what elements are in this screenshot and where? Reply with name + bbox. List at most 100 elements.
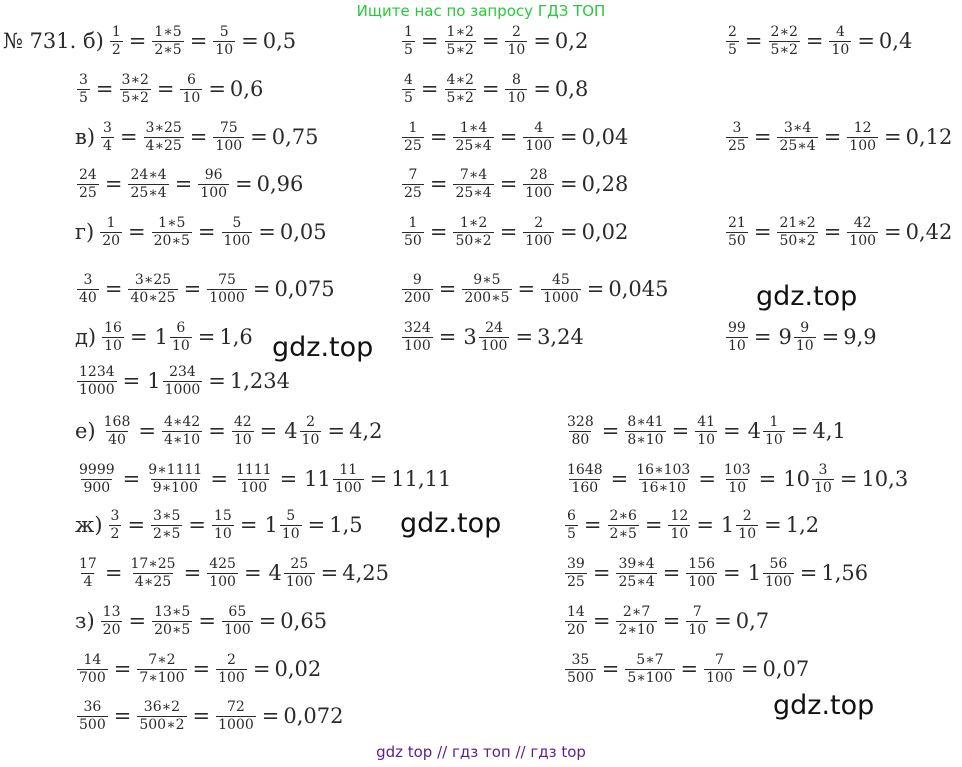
fraction: 75 1000 [207,273,247,305]
equals-sign: = [208,76,226,101]
fraction: 3∗4 25∗4 [777,121,818,154]
fraction: 1 50 [402,216,424,248]
equation-line: № 731. б) 1 2 = 1∗5 2∗5 = 5 10 = 0,5 [3,25,296,57]
whole-part: 10 [783,466,810,491]
denominator: 80 [569,430,592,448]
equation-line: 7 25 = 7∗4 25∗4 = 28 100 = 0,28 [400,168,628,200]
numerator: 24 [485,320,503,336]
numerator: 39 [567,556,585,572]
equals-sign: = [104,171,123,196]
fraction: 9999 900 [77,463,117,495]
denominator: 2∗5 [151,524,183,542]
watermark: gdz.top [773,690,875,721]
equals-sign: = [515,324,534,349]
fraction: 65 100 [221,605,253,637]
denominator: 10 [668,524,691,542]
numerator: 1234 [79,364,115,380]
numerator: 96 [204,167,223,183]
numerator: 12 [853,120,872,136]
decimal-result: 0,072 [283,703,344,728]
numerator: 4∗42 [163,414,201,430]
numerator: 17∗25 [130,556,176,572]
denominator: 10 [299,430,322,448]
denominator: 50 [402,231,424,249]
equals-sign: = [586,276,605,301]
numerator: 12 [670,508,689,524]
fraction: 9 10 [793,321,816,353]
equation-line: 3 25 = 3∗4 25∗4 = 12 100 = 0,12 [724,121,952,153]
denominator: 25∗4 [777,136,818,154]
equals-sign: = [805,28,824,53]
fraction: 5∗7 5∗100 [625,653,675,685]
denominator: 100 [198,183,230,201]
denominator: 5 [726,40,739,58]
denominator: 2 [108,524,122,542]
equals-sign: = [429,171,448,196]
denominator: 5∗2 [119,88,151,106]
equals-sign: = [197,219,216,244]
numerator: 36 [83,699,102,715]
denominator: 40 [106,430,128,448]
numerator: 2∗2 [770,24,798,40]
denominator: 10 [686,620,709,638]
equation-line: 35 500 = 5∗7 5∗100 = 7 100 = 0,07 [563,653,809,685]
denominator: 1000 [207,288,247,306]
equals-sign: = [857,28,875,53]
fraction: 75 100 [213,121,245,153]
decimal-result: 0,65 [280,608,328,633]
denominator: 10 [695,430,718,448]
fraction: 99 10 [726,321,748,353]
denominator: 100 [686,572,718,590]
equation-line: 328 80 = 8∗41 8∗10 = 41 10 = 4 1 10 = 4,1 [563,415,846,447]
equals-sign: = [592,560,611,585]
denominator: 100 [478,336,510,354]
denominator: 8∗10 [625,430,666,448]
numerator: 13 [102,604,121,620]
fraction: 35 500 [565,653,596,685]
equation-line: 6 5 = 2∗6 2∗5 = 12 10 = 1 2 10 = 1,2 [563,509,819,541]
fraction: 324 100 [402,321,433,353]
equals-sign: = [662,608,681,633]
equation-line: 24 25 = 24∗4 25∗4 = 96 100 = 0,96 [75,168,303,200]
fraction: 2 10 [505,25,528,57]
equals-sign: = [790,418,809,443]
numerator: 3 [79,72,88,88]
equation-line: 1 5 = 1∗2 5∗2 = 2 10 = 0,2 [400,25,588,57]
decimal-result: 0,6 [229,76,264,101]
numerator: 4 [835,24,845,40]
equals-sign: = [258,608,277,633]
denominator: 1000 [541,288,581,306]
equals-sign: = [758,466,777,491]
decimal-result: 0,96 [256,171,304,196]
equals-sign: = [119,124,138,149]
search-banner: Ищите нас по запросу ГДЗ ТОП [356,2,606,20]
fraction: 8∗41 8∗10 [625,415,666,448]
equals-sign: = [104,276,123,301]
numerator: 36∗2 [143,699,181,715]
equals-sign: = [823,219,842,244]
fraction: 39∗4 25∗4 [616,557,657,589]
equation-line: 14 700 = 7∗2 7∗100 = 2 100 = 0,02 [75,653,321,685]
denominator: 5∗2 [444,40,476,58]
equals-sign: = [438,324,457,349]
fraction: 36∗2 500∗2 [137,699,187,732]
denominator: 25∗4 [453,136,494,154]
denominator: 50∗2 [777,231,818,249]
item-label: з) [75,608,95,633]
equals-sign: = [420,76,439,101]
fraction: 2 100 [216,653,247,685]
numerator: 14 [83,652,102,668]
fraction: 39 25 [565,557,587,589]
numerator: 25 [290,556,309,572]
whole-part: 1 [264,512,278,537]
numerator: 56 [769,556,788,572]
equals-sign: = [499,171,518,196]
numerator: 1 [106,215,116,231]
fraction: 3∗2 5∗2 [119,73,151,106]
denominator: 10 [102,336,124,354]
numerator: 168 [103,414,131,430]
denominator: 5∗2 [444,88,476,106]
numerator: 5 [286,508,296,524]
fraction: 4 100 [523,121,555,153]
